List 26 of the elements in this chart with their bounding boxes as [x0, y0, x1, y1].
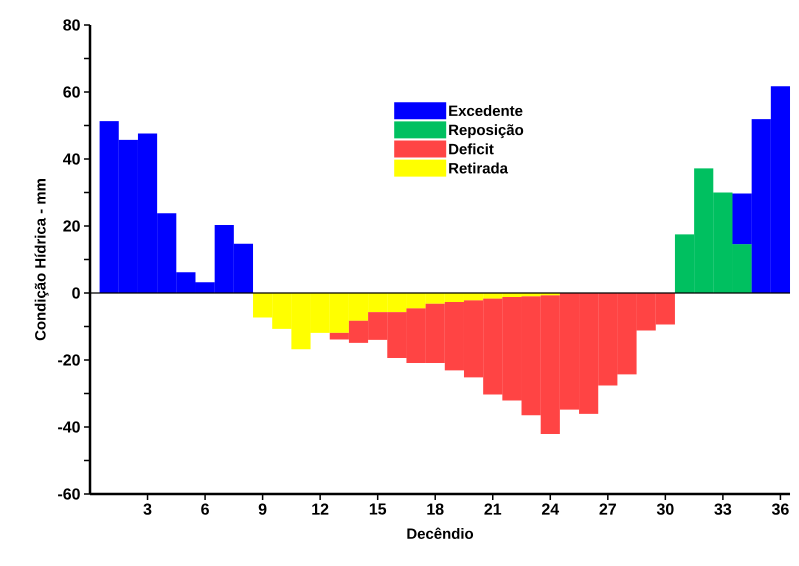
x-tick-label: 24 — [542, 504, 560, 515]
y-tick-label: -20 — [58, 354, 80, 366]
legend-label: Reposição — [449, 124, 524, 138]
y-axis-title: Condição Hídrica - mm — [34, 179, 49, 340]
x-tick-label: 33 — [714, 504, 732, 515]
x-tick-label: 9 — [258, 504, 266, 515]
legend-label: Retirada — [449, 162, 508, 174]
y-tick-label: -60 — [58, 488, 80, 500]
x-tick-label: 36 — [772, 504, 789, 515]
x-tick-label: 30 — [656, 504, 674, 515]
y-tick-label: 0 — [72, 287, 80, 299]
y-tick-label: 40 — [62, 153, 80, 165]
legend-label: Deficit — [449, 143, 494, 154]
y-tick-label: 80 — [63, 19, 80, 31]
x-tick-label: 21 — [484, 504, 502, 515]
y-tick-label: -40 — [58, 421, 80, 433]
legend-label: Excedente — [449, 105, 522, 116]
x-tick-label: 12 — [312, 504, 328, 515]
y-tick-label: 60 — [63, 86, 80, 98]
y-tick-label: 20 — [63, 220, 80, 232]
x-tick-label: 18 — [427, 504, 444, 515]
x-axis-title: Decêndio — [407, 528, 474, 539]
x-tick-label: 3 — [143, 504, 152, 515]
x-tick-label: 15 — [370, 504, 386, 515]
x-tick-label: 6 — [201, 504, 209, 515]
x-tick-label: 27 — [600, 504, 616, 515]
